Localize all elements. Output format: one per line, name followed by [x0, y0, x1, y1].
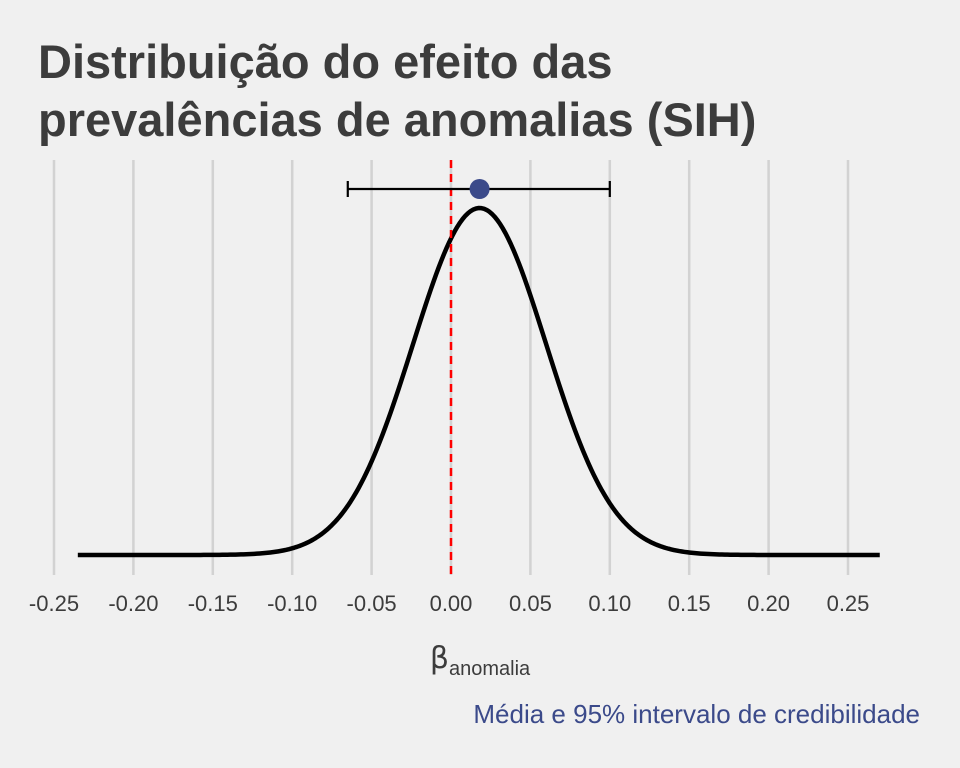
x-axis-label-subscript: anomalia	[449, 658, 531, 680]
x-tick-label-4: -0.05	[347, 591, 397, 616]
x-tick-label-6: 0.05	[509, 591, 552, 616]
x-tick-label-9: 0.20	[747, 591, 790, 616]
x-tick-labels: -0.25 -0.20 -0.15 -0.10 -0.05 0.00 0.05 0.10 0.1…	[29, 591, 869, 616]
x-tick-label-5: 0.00	[430, 591, 473, 616]
density-layer	[77, 205, 880, 558]
x-tick-label-2: -0.15	[188, 591, 238, 616]
grid-lines	[52, 160, 850, 575]
x-tick-label-8: 0.15	[668, 591, 711, 616]
density-curve	[77, 205, 880, 558]
x-tick-label-7: 0.10	[588, 591, 631, 616]
x-tick-label-3: -0.10	[267, 591, 317, 616]
x-tick-label-0: -0.25	[29, 591, 79, 616]
mean-point	[469, 179, 490, 199]
chart-title-line-1: Distribuição do efeito das	[38, 35, 613, 88]
chart-caption: Média e 95% intervalo de credibilidade	[473, 699, 920, 729]
x-tick-label-1: -0.20	[108, 591, 158, 616]
x-axis-label: βanomalia	[430, 641, 531, 680]
chart-title-line-2: prevalências de anomalias (SIH)	[38, 93, 756, 146]
x-axis-label-symbol: β	[430, 641, 449, 676]
x-tick-label-10: 0.25	[827, 591, 870, 616]
credible-interval-layer	[346, 179, 611, 199]
